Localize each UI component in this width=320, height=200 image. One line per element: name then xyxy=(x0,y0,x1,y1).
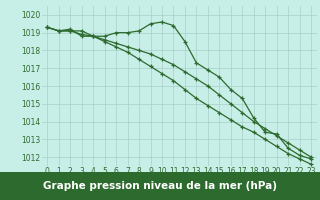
Text: Graphe pression niveau de la mer (hPa): Graphe pression niveau de la mer (hPa) xyxy=(43,181,277,191)
